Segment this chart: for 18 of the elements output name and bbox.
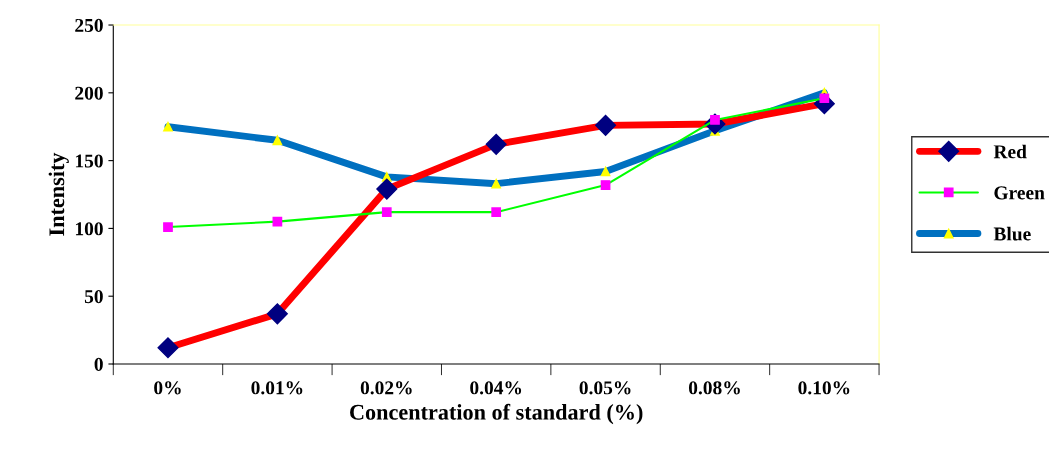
- legend-label: Red: [993, 144, 1027, 159]
- legend-label: Green: [994, 186, 1045, 200]
- x-tick-label: 0.02%: [360, 381, 412, 395]
- x-tick-label: 0.05%: [579, 381, 631, 395]
- y-tick-label: 50: [84, 290, 103, 304]
- y-tick-label: 0: [94, 357, 103, 371]
- x-tick-label: 0.08%: [688, 381, 740, 395]
- legend-label: Blue: [993, 226, 1031, 241]
- y-tick-label: 200: [75, 86, 103, 100]
- x-tick-label: 0.10%: [798, 381, 850, 395]
- y-axis-title: Intensity: [48, 152, 69, 236]
- y-tick-label: 150: [75, 154, 103, 168]
- x-axis-title: Concentration of standard (%): [350, 403, 643, 425]
- y-tick-label: 250: [75, 18, 103, 32]
- x-tick-label: 0%: [154, 381, 181, 395]
- x-tick-label: 0.04%: [470, 381, 522, 395]
- y-tick-label: 100: [75, 222, 103, 236]
- x-tick-label: 0.01%: [251, 381, 303, 395]
